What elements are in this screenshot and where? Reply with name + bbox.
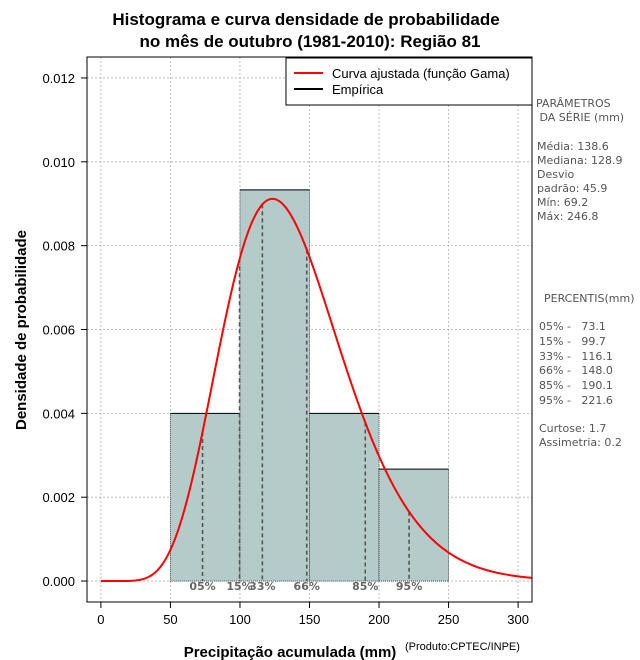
legend-curve-label: Curva ajustada (função Gama)	[332, 66, 510, 81]
x-axis-label: Precipitação acumulada (mm)	[184, 644, 397, 660]
percentil-05: 05% - 73.1	[539, 320, 606, 333]
legend: Curva ajustada (função Gama) Empírica	[285, 57, 533, 106]
histogram-bars	[170, 189, 449, 582]
product-credit: (Produto:CPTEC/INPE)	[405, 641, 520, 653]
legend-empirical-label: Empírica	[332, 82, 384, 97]
stat-kurtosis: Curtose: 1.7	[539, 422, 606, 435]
stat-sd-label: Desvio	[537, 168, 575, 181]
y-tick-label-4: 0.008	[42, 239, 75, 254]
gamma-curve-group	[100, 197, 533, 583]
gamma-curve	[100, 197, 533, 583]
side-panel: PARÂMETROS DA SÉRIE (mm) Média: 138.6 Me…	[536, 97, 635, 449]
percentil-66: 66% - 148.0	[539, 364, 613, 377]
y-tick-label-2: 0.004	[42, 406, 75, 421]
y-tick-label-1: 0.002	[42, 490, 75, 505]
stat-median: Mediana: 128.9	[537, 154, 622, 167]
percentile-label-3: 66%	[294, 580, 320, 593]
stat-max: Máx: 246.8	[537, 210, 598, 223]
stat-sd-value: padrão: 45.9	[537, 182, 607, 195]
x-tick-label-250: 250	[438, 612, 460, 627]
legend-box	[285, 57, 533, 106]
x-axis-ticks: 0 50 100 150 200 250 300	[97, 602, 529, 627]
x-tick-label-200: 200	[368, 612, 390, 627]
percentile-lines: 05% 15%33% 66% 85% 95%	[189, 204, 422, 593]
x-tick-label-150: 150	[299, 612, 321, 627]
chart-title-line2: no mês de outubro (1981-2010): Região 81	[139, 32, 480, 51]
x-tick-label-50: 50	[163, 612, 177, 627]
chart-title-line1: Histograma e curva densidade de probabil…	[112, 10, 499, 29]
percentil-95: 95% - 221.6	[539, 394, 613, 407]
y-axis-label: Densidade de probabilidade	[13, 230, 30, 430]
histogram-bar-0	[170, 413, 240, 582]
percentile-label-4: 85%	[352, 580, 378, 593]
histogram-bar-1	[239, 189, 310, 582]
stat-mean: Média: 138.6	[537, 140, 609, 153]
histogram-bar-2	[309, 413, 380, 582]
y-axis-ticks: 0.000 0.002 0.004 0.006 0.008 0.010 0.012	[42, 71, 87, 589]
x-tick-label-0: 0	[97, 612, 104, 627]
percentil-85: 85% - 190.1	[539, 379, 613, 392]
percentile-label-2: 33%	[249, 580, 275, 593]
y-tick-label-0: 0.000	[42, 574, 75, 589]
stat-skewness: Assimetria: 0.2	[539, 436, 622, 449]
params-title-2: DA SÉRIE (mm)	[536, 111, 624, 124]
y-tick-label-6: 0.012	[42, 71, 75, 86]
y-tick-label-3: 0.006	[42, 323, 75, 338]
x-tick-label-300: 300	[507, 612, 529, 627]
percentil-15: 15% - 99.7	[539, 335, 606, 348]
histogram-bar-3	[379, 469, 449, 582]
percentile-label-1: 15%	[226, 580, 252, 593]
percentile-label-0: 05%	[189, 580, 215, 593]
params-title-1: PARÂMETROS	[536, 97, 611, 110]
y-tick-label-5: 0.010	[42, 155, 75, 170]
x-tick-label-100: 100	[229, 612, 251, 627]
percentis-title: PERCENTIS(mm)	[544, 292, 635, 305]
percentil-33: 33% - 116.1	[539, 350, 613, 363]
percentile-label-5: 95%	[396, 580, 422, 593]
stat-min: Mín: 69.2	[537, 196, 588, 209]
